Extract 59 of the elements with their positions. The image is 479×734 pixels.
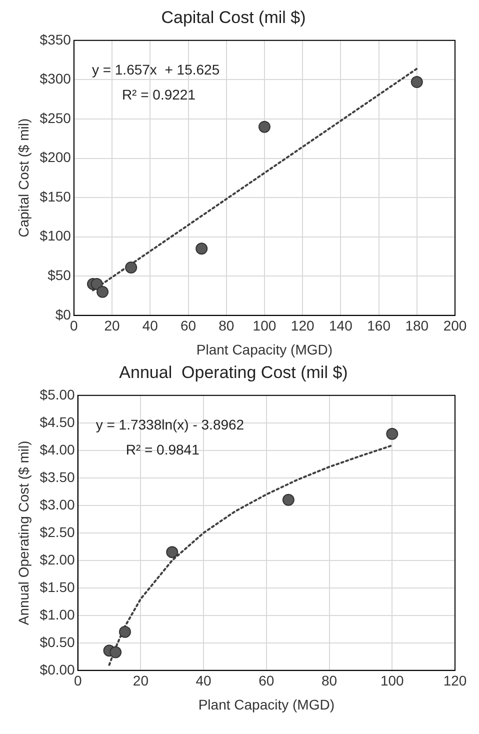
- y-tick-label: $2.50: [40, 524, 76, 540]
- point: [196, 242, 208, 255]
- point: [386, 428, 398, 440]
- x-tick-label: 80: [218, 318, 234, 334]
- y-tick-label: $150: [40, 188, 72, 204]
- x-tick-label: 140: [329, 318, 353, 334]
- annotation: y = 1.7338ln(x) - 3.8962: [96, 416, 244, 432]
- y-tick-label: $5.00: [40, 386, 76, 402]
- point: [166, 546, 178, 558]
- point: [410, 76, 423, 88]
- y-tick-label: $2.00: [40, 551, 76, 568]
- x-tick-label: 60: [180, 318, 196, 334]
- annotation: R² = 0.9221: [122, 86, 196, 102]
- x-tick-label: 200: [443, 318, 467, 334]
- y-tick-label: $250: [40, 110, 72, 126]
- y-tick-label: $350: [40, 31, 72, 48]
- point: [118, 626, 131, 638]
- x-tick-label: 160: [367, 318, 391, 334]
- y-tick-label: $0.50: [40, 634, 76, 650]
- x-tick-label: 180: [405, 318, 429, 334]
- x-axis-title: Plant Capacity (MGD): [196, 341, 333, 358]
- point: [96, 286, 109, 298]
- y-tick-label: $0: [55, 306, 72, 322]
- x-tick-label: 120: [290, 318, 314, 334]
- x-tick-label: 60: [258, 672, 274, 689]
- y-axis-title: Annual Operating Cost ($ mil): [15, 440, 32, 626]
- point: [125, 261, 138, 274]
- chart-title: Capital Cost (mil $): [161, 8, 306, 27]
- x-tick-label: 40: [196, 672, 212, 689]
- y-tick-label: $4.50: [40, 414, 76, 430]
- x-tick-label: 0: [70, 318, 78, 334]
- x-tick-label: 40: [142, 318, 158, 334]
- point: [282, 494, 294, 506]
- y-axis-title: Capital Cost ($ mil): [15, 118, 32, 238]
- x-tick-label: 100: [252, 318, 276, 334]
- y-tick-label: $0.00: [40, 661, 76, 678]
- y-tick-label: $300: [40, 70, 72, 87]
- x-axis-title: Plant Capacity (MGD): [198, 696, 334, 712]
- x-tick-label: 120: [443, 672, 467, 689]
- y-tick-label: $3.00: [40, 496, 76, 512]
- x-tick-label: 0: [74, 672, 82, 689]
- y-tick-label: $200: [40, 149, 72, 166]
- y-tick-label: $50: [48, 266, 72, 283]
- point: [110, 646, 122, 658]
- point: [258, 120, 270, 133]
- x-tick-label: 20: [104, 318, 120, 334]
- y-tick-label: $3.50: [40, 468, 76, 485]
- y-tick-label: $1.00: [40, 606, 76, 622]
- y-tick-label: $100: [40, 228, 72, 244]
- x-tick-label: 100: [380, 672, 404, 689]
- line-series: [108, 444, 394, 666]
- x-tick-label: 80: [321, 672, 338, 689]
- annotation: y = 1.657x + 15.625: [92, 61, 220, 78]
- point: [90, 278, 103, 290]
- y-tick-label: $4.00: [40, 441, 76, 458]
- chart-title: Annual Operating Cost (mil $): [119, 362, 348, 382]
- x-tick-label: 20: [132, 672, 149, 689]
- y-tick-label: $1.50: [40, 578, 76, 595]
- annotation: R² = 0.9841: [126, 441, 200, 458]
